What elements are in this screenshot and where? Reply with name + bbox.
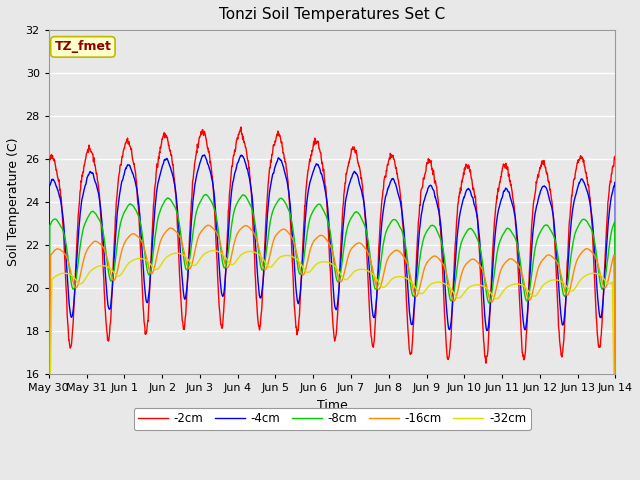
-4cm bbox=[612, 312, 620, 318]
-8cm bbox=[202, 192, 210, 197]
-2cm bbox=[577, 156, 585, 162]
-4cm bbox=[45, 450, 52, 456]
-4cm bbox=[349, 171, 356, 177]
-8cm bbox=[349, 213, 356, 218]
Legend: -2cm, -4cm, -8cm, -16cm, -32cm: -2cm, -4cm, -8cm, -16cm, -32cm bbox=[134, 408, 531, 430]
-2cm bbox=[349, 144, 356, 150]
-32cm bbox=[577, 276, 585, 282]
Line: -16cm: -16cm bbox=[49, 225, 616, 480]
-32cm bbox=[349, 270, 356, 276]
Line: -8cm: -8cm bbox=[49, 194, 616, 472]
-32cm bbox=[203, 250, 211, 255]
Title: Tonzi Soil Temperatures Set C: Tonzi Soil Temperatures Set C bbox=[219, 7, 445, 22]
-16cm bbox=[612, 449, 620, 455]
-4cm bbox=[204, 159, 211, 165]
-2cm bbox=[612, 153, 620, 158]
-8cm bbox=[612, 404, 620, 410]
Line: -4cm: -4cm bbox=[49, 155, 616, 453]
-4cm bbox=[361, 210, 369, 216]
-4cm bbox=[562, 300, 570, 306]
-32cm bbox=[209, 248, 217, 253]
-2cm bbox=[237, 124, 244, 130]
-8cm bbox=[577, 218, 585, 224]
-16cm bbox=[204, 222, 212, 228]
-16cm bbox=[562, 290, 570, 296]
-8cm bbox=[45, 469, 52, 475]
-16cm bbox=[361, 245, 369, 251]
-8cm bbox=[562, 292, 570, 298]
-2cm bbox=[497, 174, 505, 180]
Text: TZ_fmet: TZ_fmet bbox=[54, 40, 111, 53]
-16cm bbox=[497, 267, 505, 273]
-16cm bbox=[349, 244, 356, 250]
X-axis label: Time: Time bbox=[317, 398, 348, 412]
-8cm bbox=[497, 236, 505, 241]
-8cm bbox=[361, 224, 369, 229]
-4cm bbox=[497, 197, 505, 203]
-4cm bbox=[200, 152, 208, 158]
Y-axis label: Soil Temperature (C): Soil Temperature (C) bbox=[7, 138, 20, 266]
-2cm bbox=[203, 141, 211, 146]
-32cm bbox=[497, 292, 505, 298]
-2cm bbox=[562, 300, 570, 306]
-8cm bbox=[204, 192, 211, 198]
Line: -2cm: -2cm bbox=[49, 127, 616, 438]
-16cm bbox=[577, 250, 585, 256]
-16cm bbox=[203, 223, 211, 228]
-2cm bbox=[361, 215, 369, 221]
-4cm bbox=[577, 176, 585, 182]
Line: -32cm: -32cm bbox=[49, 251, 616, 480]
-32cm bbox=[361, 267, 369, 273]
-2cm bbox=[45, 435, 52, 441]
-32cm bbox=[562, 282, 570, 288]
